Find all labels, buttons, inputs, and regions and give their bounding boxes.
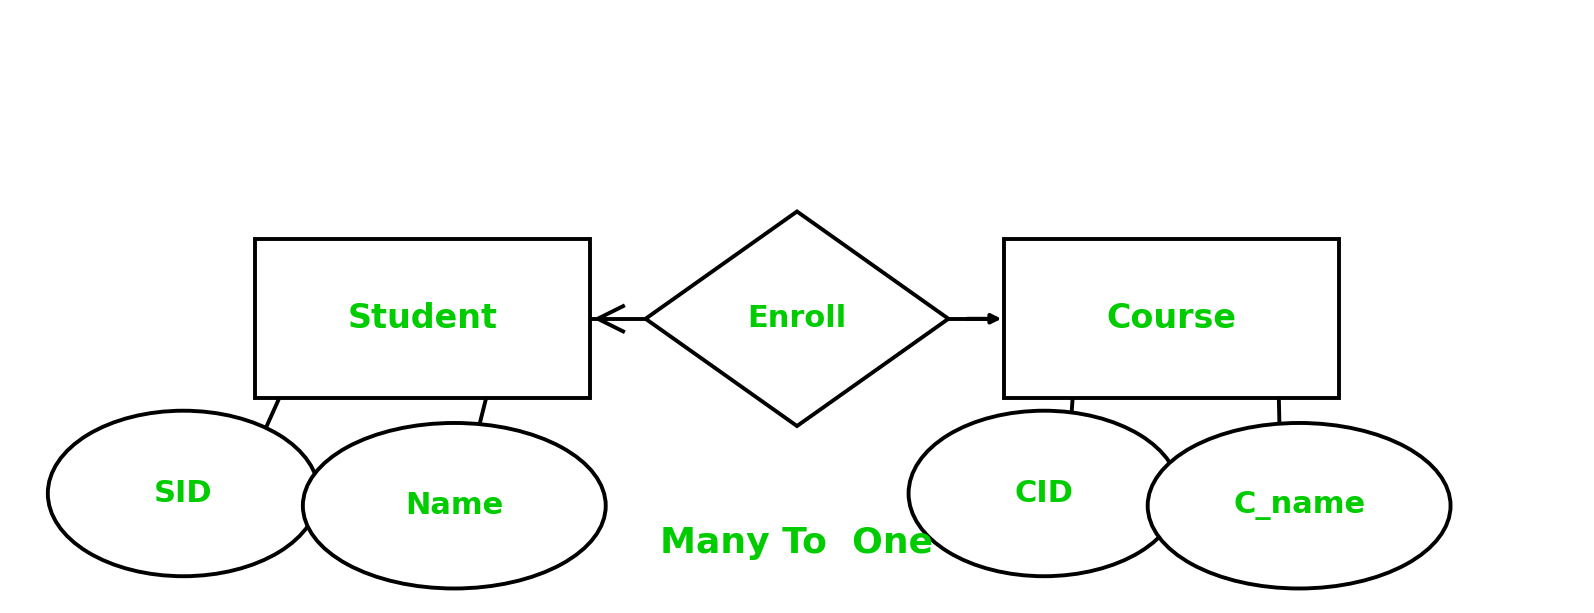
Text: C_name: C_name	[1234, 491, 1364, 520]
Ellipse shape	[303, 423, 606, 588]
Ellipse shape	[909, 411, 1180, 576]
Text: SID: SID	[155, 479, 212, 508]
Bar	[255, 239, 590, 398]
Text: CID: CID	[1014, 479, 1074, 508]
Text: Course: Course	[1106, 302, 1237, 335]
Bar	[1004, 239, 1339, 398]
Text: Many To  One: Many To One	[660, 525, 934, 560]
Text: Enroll: Enroll	[748, 304, 846, 333]
Ellipse shape	[48, 411, 319, 576]
Text: Name: Name	[405, 491, 504, 520]
Text: Student: Student	[347, 302, 497, 335]
Polygon shape	[646, 211, 948, 426]
Ellipse shape	[1148, 423, 1451, 588]
